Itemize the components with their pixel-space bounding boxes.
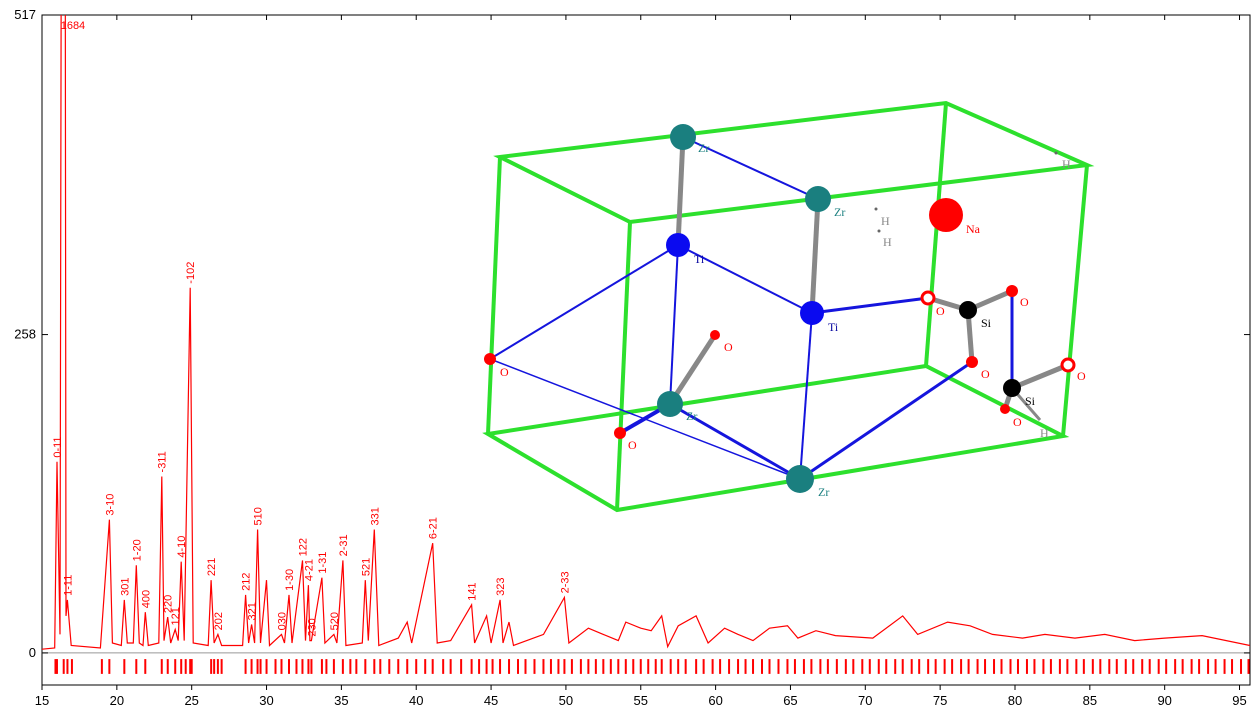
atom-label: Ti xyxy=(694,252,705,266)
peak-label: 520 xyxy=(329,612,341,630)
atom-label: O xyxy=(628,438,637,452)
x-tick-label: 20 xyxy=(110,693,124,708)
x-tick-label: 65 xyxy=(783,693,797,708)
peak-label: 121 xyxy=(170,607,182,625)
atom-label: Ti xyxy=(828,320,839,334)
atom-label: Zr xyxy=(834,205,845,219)
peak-label: 1684 xyxy=(61,20,85,32)
x-tick-label: 55 xyxy=(634,693,648,708)
atom-label: Si xyxy=(1025,394,1036,408)
atom-label: Zr xyxy=(698,141,709,155)
peak-label: 331 xyxy=(369,507,381,525)
x-tick-label: 80 xyxy=(1008,693,1022,708)
x-tick-label: 35 xyxy=(334,693,348,708)
atom-label: Zr xyxy=(818,485,829,499)
pattern-line xyxy=(42,0,1250,649)
atom-label: H xyxy=(881,214,890,228)
y-tick-label: 0 xyxy=(29,645,36,660)
chart: 0 258 517 15 20 25 30 35 40 45 50 55 60 65 70 75 80 85 90 9… xyxy=(0,0,1259,708)
atom-label: O xyxy=(981,367,990,381)
peak-label: 1-20 xyxy=(131,539,143,561)
atom-label: H xyxy=(883,235,892,249)
peak-label: 141 xyxy=(467,582,479,600)
peak-label: 3-10 xyxy=(104,494,116,516)
peak-label: 6-21 xyxy=(428,517,440,539)
peak-label: 212 xyxy=(241,573,253,591)
atom-label: Na xyxy=(966,222,981,236)
peak-label: 400 xyxy=(140,590,152,608)
atom-label: H xyxy=(1062,157,1071,171)
atom-label: O xyxy=(1013,415,1022,429)
x-tick-label: 75 xyxy=(933,693,947,708)
peak-label: 4-21 xyxy=(303,559,315,581)
crystal-structure: Zr Zr Ti Ti Zr Zr O O O O O O O O Si Si … xyxy=(484,103,1087,510)
peak-label: 2-33 xyxy=(559,571,571,593)
x-tick-label: 85 xyxy=(1083,693,1097,708)
x-tick-label: 50 xyxy=(559,693,573,708)
atom-label: O xyxy=(1077,369,1086,383)
peak-label: 1-11 xyxy=(62,575,74,596)
x-tick-label: 40 xyxy=(409,693,423,708)
x-tick-label: 45 xyxy=(484,693,498,708)
y-tick-label: 517 xyxy=(14,7,36,22)
peak-label: 1-30 xyxy=(284,569,296,591)
y-tick-label: 258 xyxy=(14,327,36,342)
atom-label: Zr xyxy=(686,409,697,423)
peak-label: 122 xyxy=(297,538,309,556)
peak-label: 230 xyxy=(306,618,318,636)
peak-label: 321 xyxy=(247,602,259,620)
atom-label: O xyxy=(1020,295,1029,309)
x-tick-label: 30 xyxy=(259,693,273,708)
x-tick-label: 15 xyxy=(35,693,49,708)
x-tick-label: 95 xyxy=(1232,693,1246,708)
atom-label: O xyxy=(500,365,509,379)
x-tick-label: 90 xyxy=(1157,693,1171,708)
peak-label: 202 xyxy=(213,612,225,630)
atom-label: O xyxy=(724,340,733,354)
x-tick-label: 60 xyxy=(708,693,722,708)
peak-label: 2-31 xyxy=(338,534,350,556)
peak-label: 521 xyxy=(360,558,372,576)
peak-label: -102 xyxy=(185,262,197,284)
peak-label: 4-10 xyxy=(176,536,188,558)
atom-label: H xyxy=(1040,426,1049,440)
peak-label: 323 xyxy=(495,578,507,596)
peak-label: 301 xyxy=(119,578,131,596)
peak-label: 030 xyxy=(277,612,289,630)
x-tick-label: 25 xyxy=(184,693,198,708)
peak-label: 0-11 xyxy=(52,436,64,457)
x-tick-label: 70 xyxy=(858,693,872,708)
peak-label: 221 xyxy=(206,558,218,576)
atom-label: O xyxy=(936,304,945,318)
atom-label: Si xyxy=(981,316,992,330)
peak-label: 1-31 xyxy=(317,552,329,574)
peak-label: 510 xyxy=(253,507,265,525)
peak-label: -311 xyxy=(157,451,169,472)
